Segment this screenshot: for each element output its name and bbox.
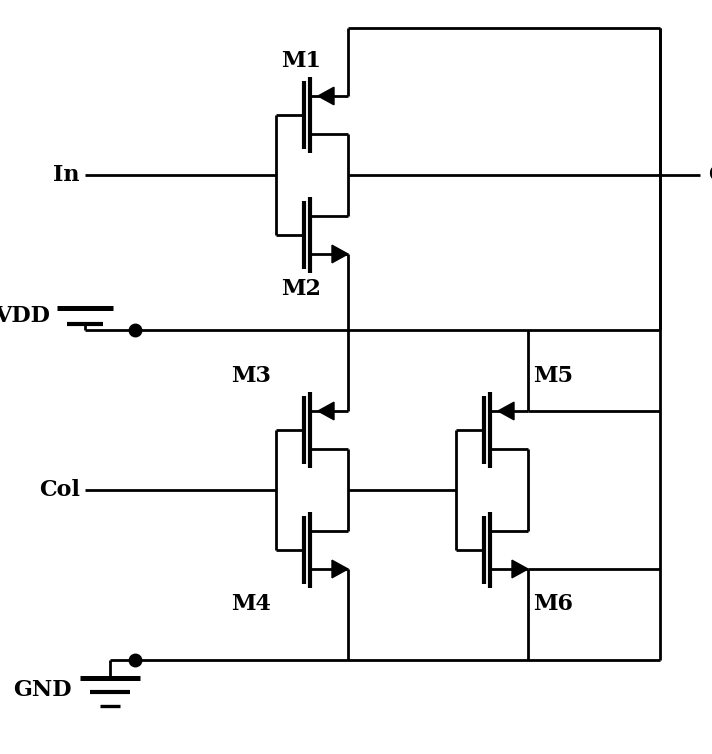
Polygon shape (318, 87, 334, 105)
Text: Col: Col (39, 479, 80, 501)
Text: M1: M1 (281, 50, 321, 72)
Polygon shape (498, 402, 514, 420)
Text: In: In (53, 164, 80, 186)
Polygon shape (512, 560, 528, 578)
Text: VDD: VDD (0, 305, 50, 327)
Text: M3: M3 (231, 365, 271, 387)
Polygon shape (332, 560, 348, 578)
Text: GND: GND (14, 679, 72, 701)
Text: M4: M4 (231, 593, 271, 615)
Polygon shape (318, 402, 334, 420)
Text: M5: M5 (533, 365, 573, 387)
Text: M6: M6 (533, 593, 573, 615)
Polygon shape (332, 245, 348, 263)
Text: M2: M2 (281, 278, 321, 300)
Text: Out: Out (708, 164, 712, 186)
